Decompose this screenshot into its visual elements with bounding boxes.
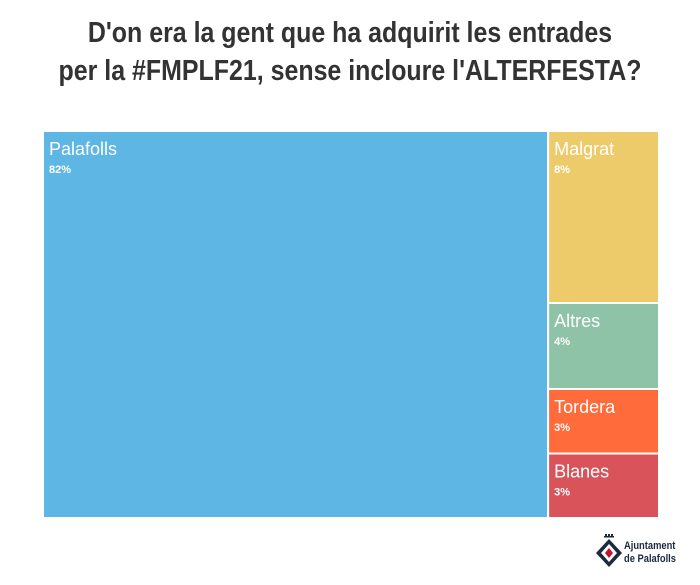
chart-title: D'on era la gent que ha adquirit les ent… bbox=[49, 14, 651, 90]
treemap-cell-altres: Altres 4% bbox=[547, 302, 660, 390]
treemap-value-blanes: 3% bbox=[554, 487, 570, 499]
treemap-cell-malgrat: Malgrat 8% bbox=[547, 130, 660, 304]
chart-title-line-2: per la #FMPLF21, sense incloure l'ALTERF… bbox=[58, 55, 642, 87]
treemap-cell-blanes: Blanes 3% bbox=[547, 452, 660, 519]
logo-line-1: Ajuntament bbox=[624, 540, 676, 552]
treemap-cell-palafolls: Palafolls 82% bbox=[42, 130, 550, 519]
treemap-value-malgrat: 8% bbox=[554, 164, 570, 176]
treemap-value-palafolls: 82% bbox=[49, 164, 71, 176]
treemap-label-malgrat: Malgrat bbox=[554, 139, 614, 159]
treemap-value-tordera: 3% bbox=[554, 422, 570, 434]
logo-text: Ajuntament de Palafolls bbox=[624, 540, 676, 566]
treemap-rect-palafolls bbox=[42, 130, 550, 519]
treemap-rect-altres bbox=[547, 302, 660, 390]
treemap-value-altres: 4% bbox=[554, 336, 570, 348]
logo-line-2: de Palafolls bbox=[624, 553, 676, 565]
treemap-label-tordera: Tordera bbox=[554, 397, 616, 417]
palafolls-crest-icon bbox=[596, 534, 622, 567]
treemap-label-blanes: Blanes bbox=[554, 462, 609, 482]
treemap-label-palafolls: Palafolls bbox=[49, 139, 117, 159]
chart-title-line-1: D'on era la gent que ha adquirit les ent… bbox=[87, 17, 613, 49]
treemap-label-altres: Altres bbox=[554, 311, 600, 331]
treemap-rect-tordera bbox=[547, 388, 660, 455]
treemap-cell-tordera: Tordera 3% bbox=[547, 388, 660, 455]
treemap-rect-blanes bbox=[547, 452, 660, 519]
ajuntament-logo: Ajuntament de Palafolls bbox=[594, 533, 690, 573]
